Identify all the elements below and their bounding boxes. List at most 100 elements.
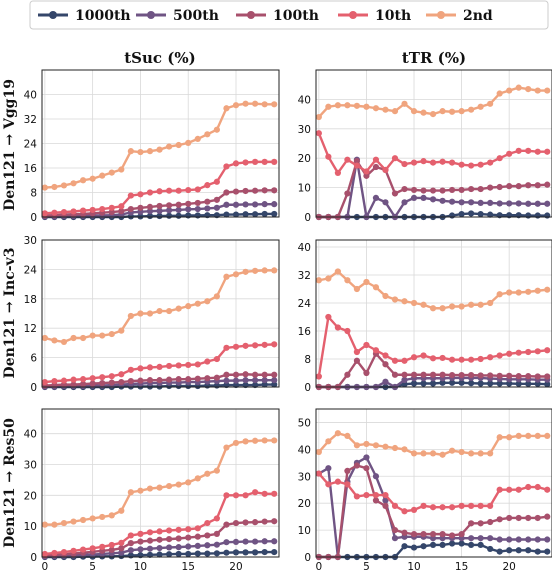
data-point-2nd: [118, 327, 125, 334]
data-point-2nd: [108, 512, 115, 519]
data-point-10th: [401, 357, 408, 364]
x-tick-label: 0: [42, 561, 49, 572]
data-point-10th: [223, 492, 230, 499]
data-point-500th: [185, 206, 192, 213]
data-point-10th: [372, 156, 380, 163]
data-point-10th: [477, 161, 484, 168]
data-point-2nd: [242, 100, 249, 107]
data-point-2nd: [51, 521, 58, 528]
data-point-500th: [382, 497, 389, 504]
data-point-100th: [252, 187, 259, 194]
data-point-2nd: [108, 169, 115, 176]
data-point-100th: [353, 462, 361, 469]
data-point-2nd: [261, 267, 268, 274]
data-point-10th: [51, 549, 58, 557]
data-point-10th: [506, 150, 513, 157]
data-point-10th: [325, 481, 332, 488]
data-point-2nd: [344, 277, 351, 284]
data-point-2nd: [391, 444, 399, 452]
data-point-100th: [261, 371, 268, 378]
data-point-100th: [223, 189, 230, 196]
data-point-1000th: [468, 210, 475, 217]
data-point-10th: [146, 189, 154, 196]
data-point-500th: [420, 194, 427, 201]
data-point-100th: [401, 371, 408, 378]
data-point-10th: [60, 548, 68, 556]
data-point-500th: [401, 199, 408, 206]
data-point-10th: [185, 361, 192, 369]
data-point-500th: [156, 544, 163, 552]
data-point-2nd: [194, 300, 201, 307]
legend-marker-100th: [247, 11, 255, 19]
data-point-500th: [146, 208, 154, 215]
data-point-1000th: [146, 551, 154, 558]
data-point-1000th: [487, 211, 494, 218]
data-point-10th: [137, 365, 144, 372]
data-point-10th: [271, 341, 278, 348]
x-tick-label: 10: [134, 561, 147, 572]
data-point-1000th: [137, 213, 144, 220]
data-point-100th: [391, 526, 399, 534]
data-point-500th: [271, 377, 278, 384]
data-point-100th: [544, 181, 551, 188]
data-point-2nd: [420, 109, 427, 116]
data-point-2nd: [213, 126, 220, 133]
data-point-500th: [477, 199, 484, 206]
data-point-10th: [391, 502, 399, 509]
data-point-100th: [496, 372, 503, 379]
data-point-100th: [401, 529, 408, 536]
data-point-10th: [506, 350, 513, 357]
data-point-2nd: [51, 337, 58, 344]
data-point-100th: [175, 201, 182, 208]
data-point-10th: [175, 362, 182, 369]
data-point-10th: [420, 158, 427, 165]
data-point-100th: [99, 379, 106, 387]
data-point-1000th: [194, 550, 201, 557]
y-tick-label: 0: [30, 212, 37, 224]
data-point-100th: [468, 520, 475, 527]
panel-0-1: 0 10 20 30 40: [298, 69, 552, 224]
data-point-500th: [487, 199, 494, 206]
data-point-10th: [496, 155, 503, 162]
data-point-500th: [372, 473, 380, 480]
data-point-10th: [534, 148, 541, 155]
data-point-1000th: [185, 550, 192, 558]
data-point-2nd: [477, 450, 484, 457]
data-point-10th: [79, 546, 87, 553]
data-point-1000th: [468, 380, 475, 387]
data-point-2nd: [448, 303, 456, 310]
data-point-500th: [175, 206, 182, 214]
data-point-2nd: [439, 305, 446, 312]
data-point-10th: [166, 527, 173, 534]
data-point-2nd: [232, 102, 240, 109]
data-point-2nd: [525, 288, 532, 295]
data-point-2nd: [448, 447, 456, 454]
data-point-100th: [127, 540, 134, 547]
data-point-500th: [137, 546, 144, 553]
data-point-2nd: [166, 143, 173, 150]
data-point-2nd: [372, 442, 380, 449]
data-point-100th: [372, 497, 380, 504]
data-point-100th: [213, 196, 220, 203]
data-point-10th: [363, 168, 370, 175]
data-point-10th: [261, 158, 268, 165]
data-point-2nd: [146, 485, 154, 492]
data-point-2nd: [458, 448, 465, 456]
data-point-2nd: [515, 289, 522, 296]
data-point-100th: [89, 380, 96, 387]
data-point-10th: [429, 159, 437, 166]
data-point-10th: [127, 532, 134, 539]
data-point-100th: [108, 209, 115, 216]
data-point-1000th: [232, 549, 240, 556]
data-point-10th: [382, 492, 389, 499]
data-point-2nd: [477, 103, 484, 110]
data-point-100th: [204, 532, 211, 539]
data-point-2nd: [70, 518, 77, 525]
data-point-10th: [166, 187, 173, 194]
data-point-2nd: [487, 299, 494, 307]
data-point-10th: [420, 352, 427, 359]
data-point-100th: [458, 531, 465, 538]
data-point-100th: [70, 381, 77, 388]
data-point-10th: [51, 378, 58, 385]
data-point-1000th: [439, 379, 446, 386]
